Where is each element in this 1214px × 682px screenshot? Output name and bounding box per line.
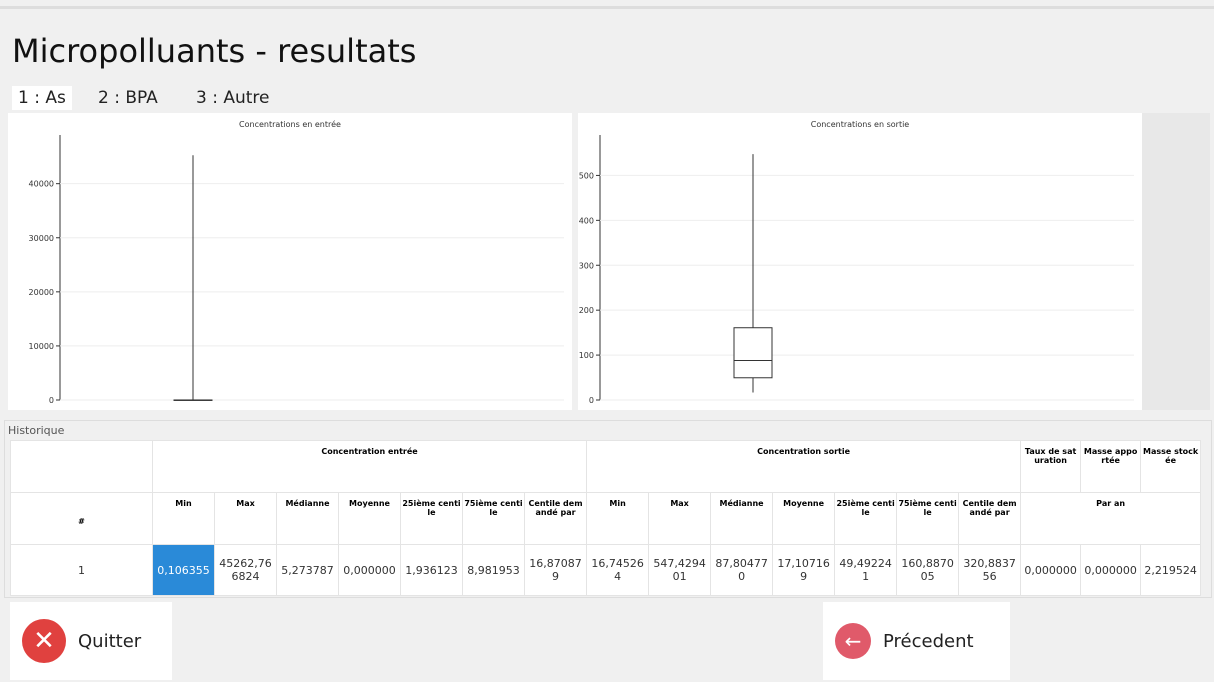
scroll-area	[1142, 113, 1210, 410]
y-tick-label: 0	[49, 396, 54, 405]
y-tick-label: 500	[579, 171, 594, 180]
column-header: Centile demandé par	[958, 492, 1022, 545]
row-header: #	[10, 492, 153, 545]
table-cell: 16,870879	[523, 544, 588, 596]
box	[733, 327, 773, 379]
table-cell: 160,887005	[896, 544, 960, 596]
column-header: Max	[214, 492, 277, 545]
table-cell: 1	[10, 544, 153, 596]
group-header: Concentration entrée	[151, 440, 588, 493]
table-cell: 1,936123	[400, 544, 463, 596]
table-cell: 5,273787	[276, 544, 339, 596]
tab[interactable]: 2 : BPA	[98, 88, 158, 108]
column-header: Max	[648, 492, 712, 545]
y-tick-label: 20000	[29, 288, 54, 297]
quit-label: Quitter	[78, 630, 142, 652]
chart-panel: Concentrations en sortie 0 100 200 300 400 500	[578, 113, 1142, 410]
chart-panel: Concentrations en entrée 0 10000 20000 30000…	[8, 113, 572, 410]
chart: Concentrations en entrée 0 10000 20000 30000…	[29, 119, 564, 405]
y-tick-label: 0	[589, 396, 594, 405]
table-cell[interactable]: 0,106355	[152, 544, 215, 596]
column-header: Min	[586, 492, 650, 545]
table-cell: 45262,766824	[214, 544, 277, 596]
chart: Concentrations en sortie 0 100 200 300 400 500	[579, 120, 1134, 405]
tab[interactable]: 1 : As	[12, 86, 72, 110]
column-header: Moyenne	[772, 492, 836, 545]
table-cell: 0,000000	[338, 544, 401, 596]
previous-label: Précedent	[883, 630, 974, 652]
y-tick-label: 30000	[29, 234, 54, 243]
page-title: Micropolluants - resultats	[12, 32, 417, 70]
table-cell: 0,000000	[1080, 544, 1142, 596]
table-cell: 49,492241	[834, 544, 898, 596]
history-group	[4, 420, 1212, 598]
table-cell: 2,219524	[1140, 544, 1202, 596]
y-tick-label: 40000	[29, 180, 54, 189]
table-cell: 547,429401	[648, 544, 712, 596]
column-header: Par an	[1020, 492, 1202, 545]
group-header: Masse apportée	[1080, 440, 1142, 493]
column-header: 25ième centile	[834, 492, 898, 545]
column-header: 75ième centile	[462, 492, 525, 545]
group-header: Concentration sortie	[586, 440, 1022, 493]
y-tick-label: 400	[579, 216, 594, 225]
table-cell: 17,107169	[772, 544, 836, 596]
column-header: 25ième centile	[400, 492, 463, 545]
y-tick-label: 100	[579, 351, 594, 360]
y-tick-label: 300	[579, 261, 594, 270]
column-header: 75ième centile	[896, 492, 960, 545]
table-cell: 8,981953	[462, 544, 525, 596]
y-tick-label: 10000	[29, 342, 54, 351]
corner-cell	[10, 440, 153, 493]
previous-icon: ←	[835, 623, 871, 659]
tab[interactable]: 3 : Autre	[196, 88, 270, 108]
top-bar	[0, 6, 1214, 9]
quit-icon: ✕	[22, 619, 66, 663]
chart-title: Concentrations en entrée	[239, 119, 341, 129]
chart-title: Concentrations en sortie	[811, 120, 910, 129]
group-header: Masse stockée	[1140, 440, 1202, 493]
table-cell: 87,804770	[710, 544, 774, 596]
group-header: Taux de saturation	[1020, 440, 1082, 493]
history-table: Concentration entrée Concentration sortie…	[10, 440, 1202, 596]
quit-button[interactable]: ✕ Quitter	[10, 602, 172, 680]
table-cell: 16,745264	[586, 544, 650, 596]
history-label: Historique	[8, 424, 65, 437]
column-header: Moyenne	[338, 492, 401, 545]
table-cell: 320,883756	[958, 544, 1022, 596]
y-tick-label: 200	[579, 306, 594, 315]
column-header: Médianne	[710, 492, 774, 545]
column-header: Médianne	[276, 492, 339, 545]
table-cell: 0,000000	[1020, 544, 1082, 596]
column-header: Min	[152, 492, 215, 545]
column-header: Centile demandé par	[523, 492, 588, 545]
previous-button[interactable]: ← Précedent	[823, 602, 1010, 680]
